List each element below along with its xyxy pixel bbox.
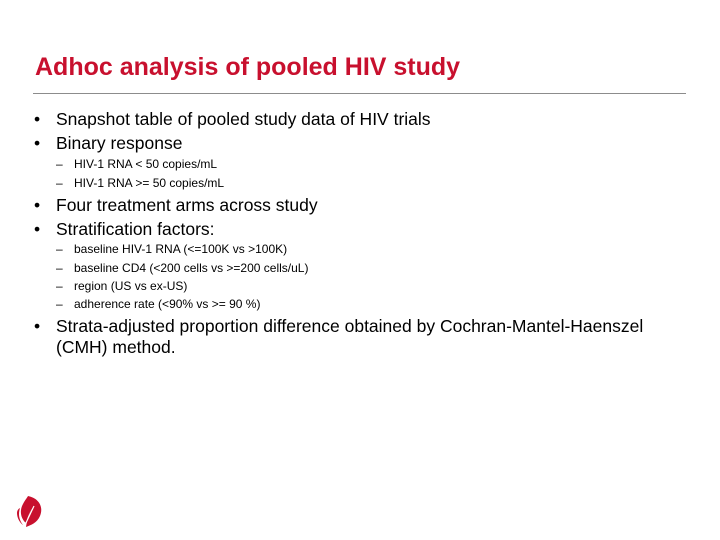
red-leaf-logo-icon bbox=[14, 494, 46, 528]
bullet-item: Stratification factors: bbox=[34, 219, 214, 240]
title-divider bbox=[33, 93, 686, 94]
slide-title: Adhoc analysis of pooled HIV study bbox=[35, 53, 461, 81]
bullet-item: Binary response bbox=[34, 133, 183, 154]
sub-bullet-item: baseline CD4 (<200 cells vs >=200 cells/… bbox=[56, 260, 309, 276]
bullet-item: Snapshot table of pooled study data of H… bbox=[34, 109, 431, 130]
bullet-item: Strata-adjusted proportion difference ob… bbox=[34, 316, 656, 358]
sub-bullet-item: baseline HIV-1 RNA (<=100K vs >100K) bbox=[56, 241, 287, 257]
red-leaf-logo-icon bbox=[17, 496, 42, 527]
sub-bullet-item: HIV-1 RNA >= 50 copies/mL bbox=[56, 175, 224, 191]
bullet-item: Four treatment arms across study bbox=[34, 195, 318, 216]
sub-bullet-item: HIV-1 RNA < 50 copies/mL bbox=[56, 156, 217, 172]
sub-bullet-item: adherence rate (<90% vs >= 90 %) bbox=[56, 296, 260, 312]
sub-bullet-item: region (US vs ex-US) bbox=[56, 278, 187, 294]
